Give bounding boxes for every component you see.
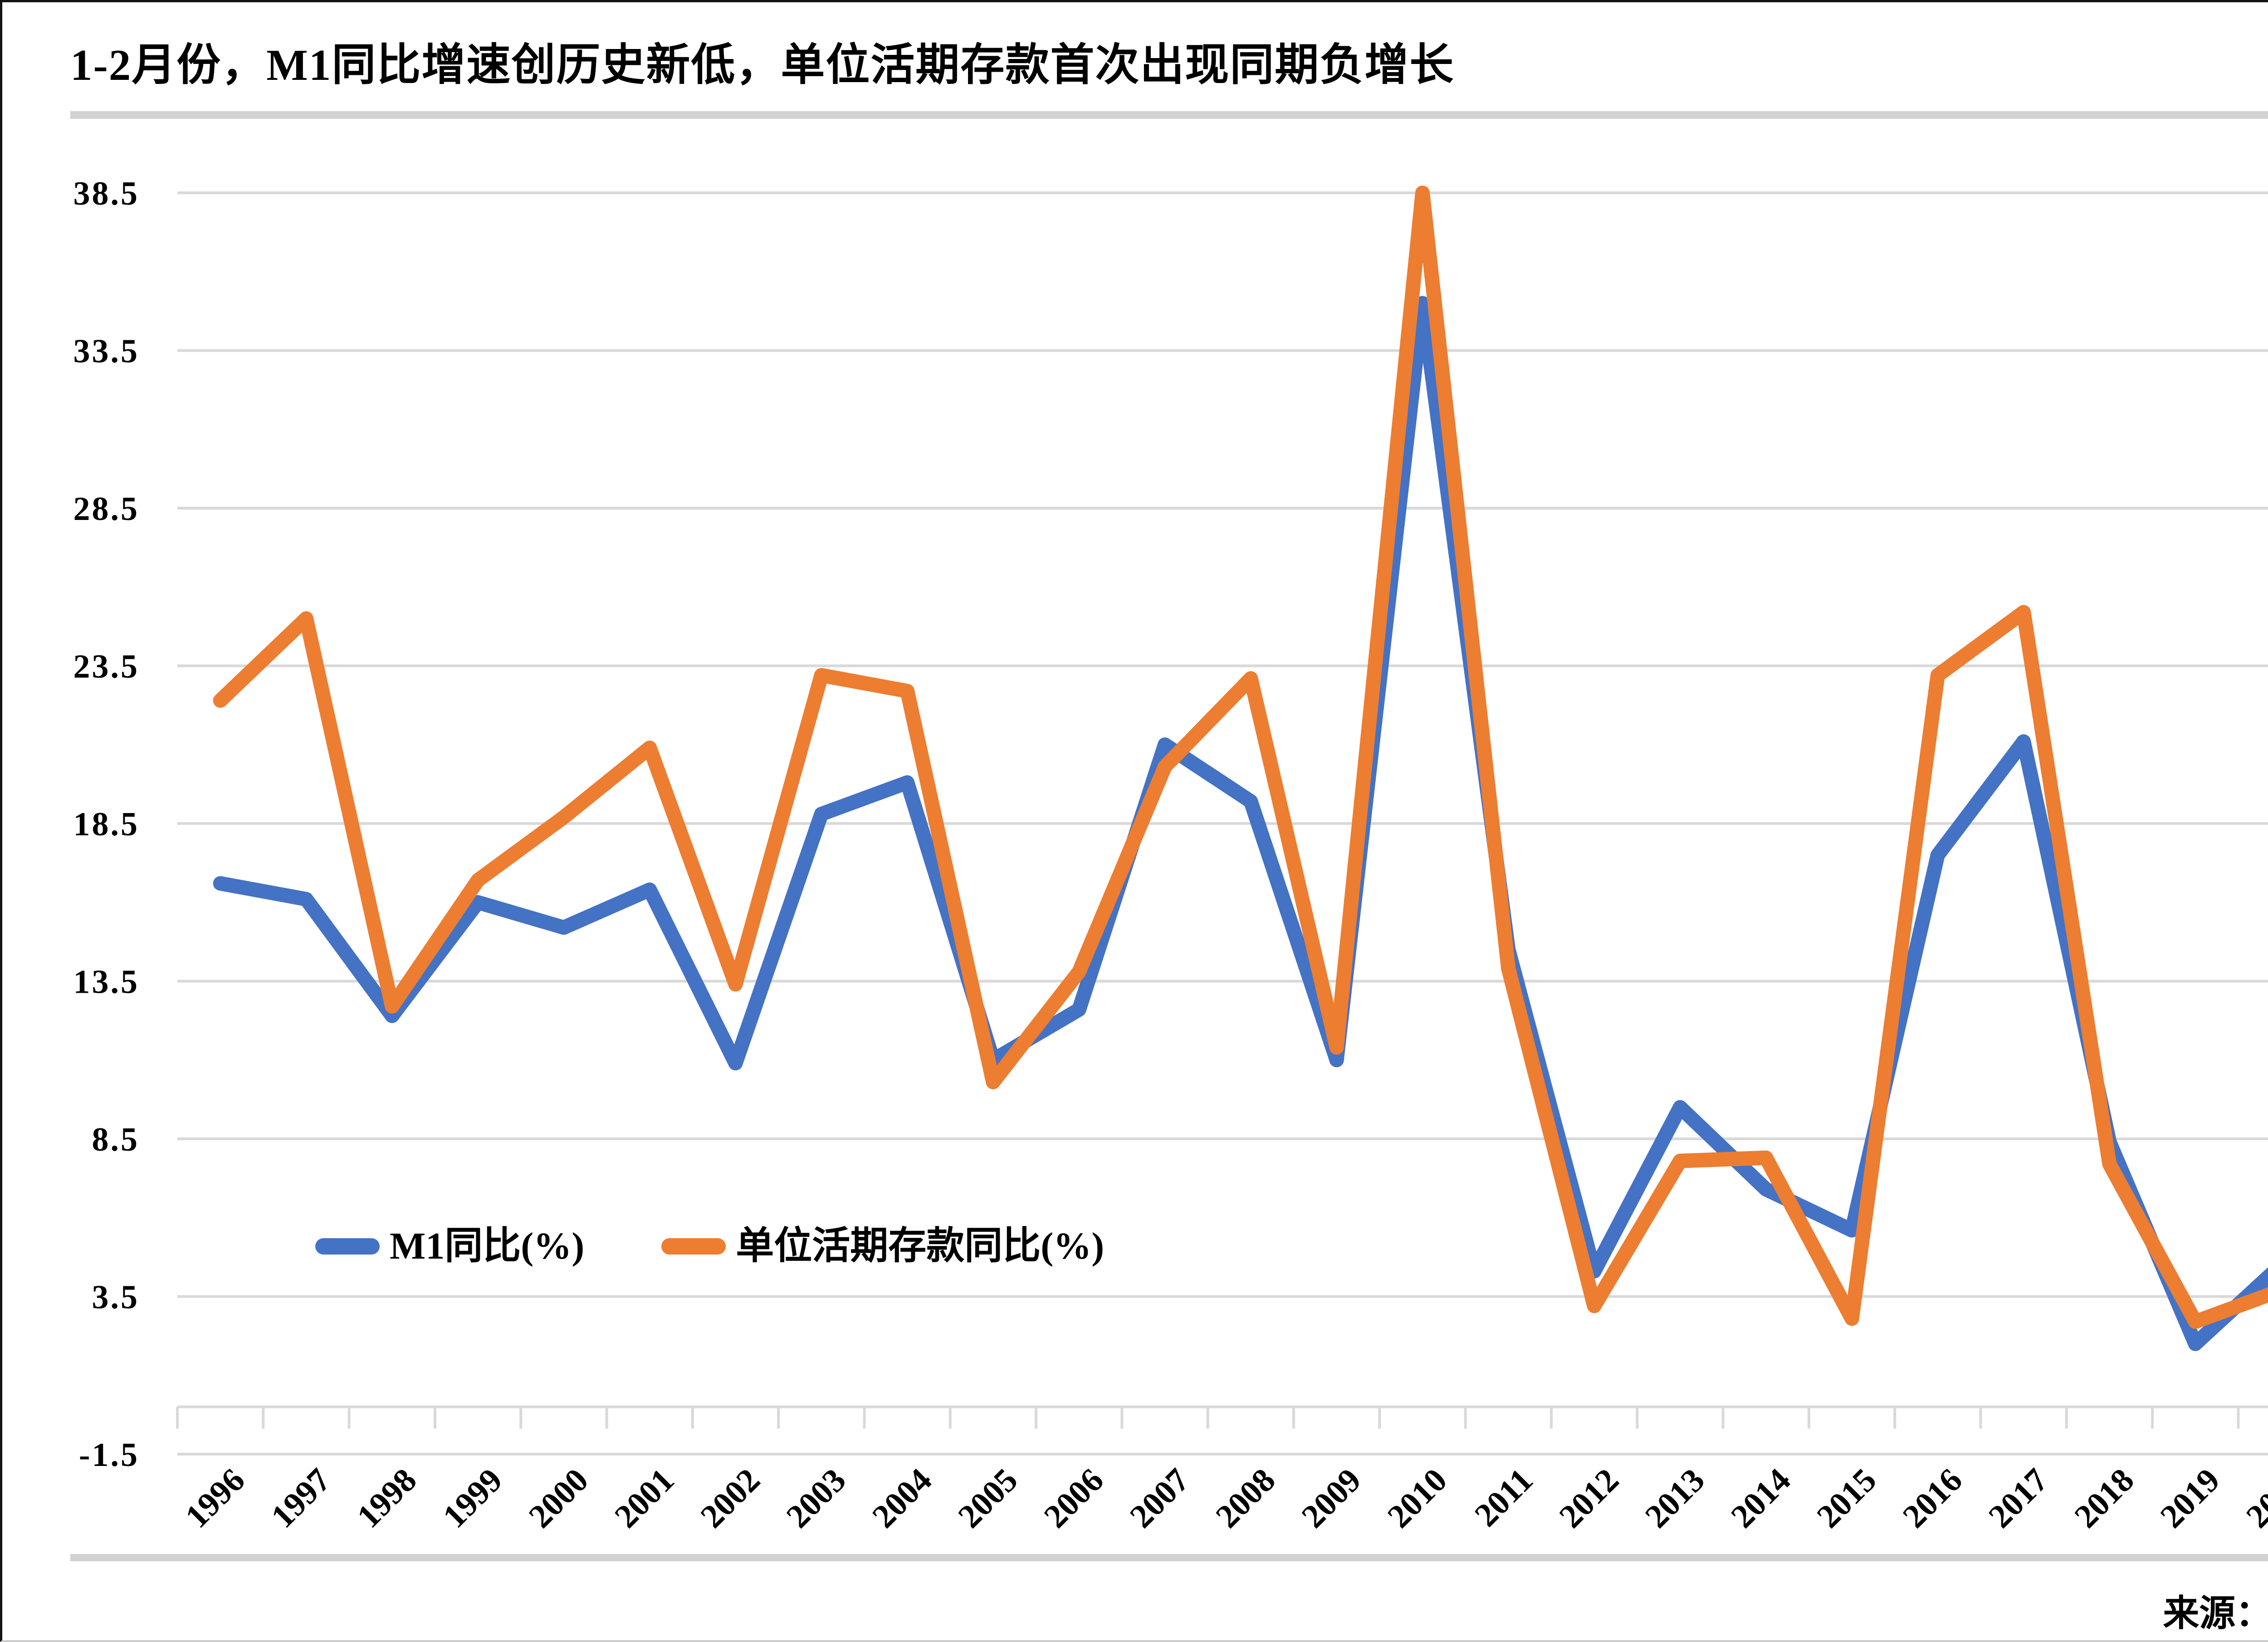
unit-demand-deposits-series-marker-icon bbox=[661, 1238, 726, 1255]
y-axis-tick-label: 23.5 bbox=[73, 648, 140, 685]
source-note: 来源：WIND、界面智库 bbox=[2163, 1594, 2268, 1634]
series-line-unit-demand-deposits bbox=[213, 186, 2268, 1329]
m1-series-marker-icon bbox=[315, 1238, 380, 1255]
x-axis-tick-label: 2019 bbox=[2153, 1461, 2227, 1535]
x-axis-tick-label: 2005 bbox=[951, 1461, 1025, 1535]
x-axis-tick-label: 2001 bbox=[608, 1461, 682, 1535]
x-axis-tick-label: 2017 bbox=[1982, 1461, 2056, 1535]
x-axis-tick-label: 2018 bbox=[2068, 1461, 2141, 1535]
x-axis-tick-label: 2004 bbox=[865, 1461, 939, 1535]
y-axis-tick-label: 3.5 bbox=[92, 1279, 140, 1316]
x-axis-tick-label: 2011 bbox=[1468, 1461, 1540, 1534]
x-axis-tick-label: 1996 bbox=[178, 1461, 252, 1535]
legend-label-unit-demand-deposits: 单位活期存款同比(%) bbox=[736, 1225, 1105, 1267]
legend-item-m1: M1同比(%) bbox=[315, 1227, 584, 1265]
y-axis-tick-label: 18.5 bbox=[73, 806, 140, 843]
legend-label-m1: M1同比(%) bbox=[390, 1225, 585, 1267]
x-axis-tick-label: 2002 bbox=[694, 1461, 767, 1535]
x-axis-tick-label: 1998 bbox=[350, 1461, 424, 1535]
y-axis-tick-label: 13.5 bbox=[73, 963, 140, 1000]
x-axis-tick-label: 1999 bbox=[436, 1461, 510, 1535]
x-axis-tick-label: 2000 bbox=[522, 1461, 596, 1535]
x-axis-tick-label: 1997 bbox=[264, 1461, 338, 1535]
y-axis-tick-label: 8.5 bbox=[92, 1121, 140, 1158]
y-axis-tick-label: 28.5 bbox=[73, 490, 140, 528]
x-axis-tick-label: 2014 bbox=[1724, 1461, 1798, 1535]
legend-item-unit-demand-deposits: 单位活期存款同比(%) bbox=[661, 1227, 1104, 1265]
x-axis-tick-label: 2012 bbox=[1552, 1461, 1626, 1535]
x-axis-tick-label: 2003 bbox=[779, 1461, 853, 1535]
chart-legend: M1同比(%) 单位活期存款同比(%) bbox=[315, 1227, 1104, 1265]
x-axis-tick-label: 2008 bbox=[1209, 1461, 1283, 1535]
x-axis-tick-label: 2013 bbox=[1638, 1461, 1712, 1535]
title-divider-rule bbox=[70, 111, 2268, 119]
x-axis-tick-label: 2007 bbox=[1123, 1461, 1197, 1535]
x-axis-tick-label: 2010 bbox=[1380, 1461, 1454, 1535]
x-axis-tick-label: 2015 bbox=[1810, 1461, 1884, 1535]
x-axis-tick-label: 2006 bbox=[1037, 1461, 1111, 1535]
x-axis-tick-label: 2020 bbox=[2239, 1461, 2268, 1535]
y-axis-tick-label: -1.5 bbox=[79, 1436, 139, 1474]
x-axis-tick-label: 2009 bbox=[1295, 1461, 1369, 1535]
y-axis-tick-label: 38.5 bbox=[73, 175, 140, 212]
chart-title: 1-2月份，M1同比增速创历史新低，单位活期存款首次出现同期负增长 bbox=[70, 41, 1455, 89]
x-axis-tick-label: 2016 bbox=[1896, 1461, 1970, 1535]
footer-divider-rule bbox=[70, 1554, 2268, 1561]
y-axis-tick-label: 33.5 bbox=[73, 333, 140, 370]
